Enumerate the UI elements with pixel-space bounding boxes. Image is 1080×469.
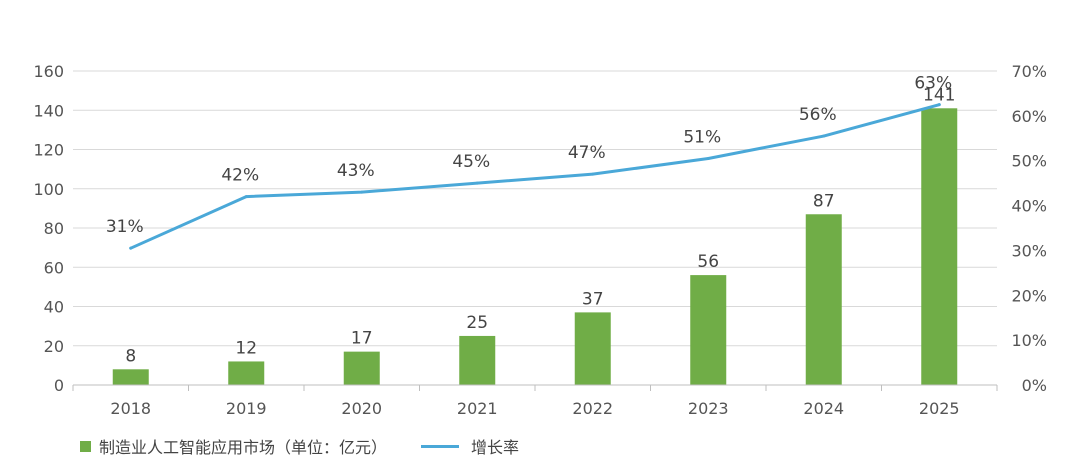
bar-value-label: 141 <box>923 85 955 105</box>
bar <box>459 335 496 385</box>
growth-rate-label: 42% <box>221 166 259 186</box>
growth-rate-point <box>706 156 710 160</box>
growth-rate-point <box>129 246 133 250</box>
label-layer: 8 12 17 25 37 56 87 141 31% 42% 43% 45% 47% 51% 56% 63% <box>106 74 956 367</box>
x-tick-label: 2020 <box>341 399 382 418</box>
growth-rate-point <box>475 181 479 185</box>
x-tick-label: 2023 <box>688 399 729 418</box>
bar <box>112 369 149 385</box>
growth-rate-line <box>129 103 941 250</box>
x-tick-label: 2021 <box>457 399 498 418</box>
bar-value-label: 37 <box>582 289 604 309</box>
bar-value-label: 25 <box>466 313 488 333</box>
bar <box>690 275 727 385</box>
legend-line-label: 增长率 <box>471 438 520 457</box>
bar-value-label: 12 <box>235 338 257 358</box>
legend-bar-label: 制造业人工智能应用市场（单位：亿元） <box>99 438 388 457</box>
y-left-tick-label: 60 <box>44 258 64 277</box>
y-right-tick-label: 60% <box>1011 107 1047 126</box>
bar-value-label: 56 <box>697 252 719 272</box>
x-tick-label: 2018 <box>110 399 151 418</box>
growth-rate-label: 43% <box>337 161 375 181</box>
x-tick-label: 2024 <box>803 399 844 418</box>
y-right-tick-label: 50% <box>1011 152 1047 171</box>
y-left-tick-label: 80 <box>44 219 64 238</box>
x-tick-label: 2019 <box>226 399 267 418</box>
y-left-tick-label: 120 <box>33 141 64 160</box>
growth-rate-label: 47% <box>568 143 606 163</box>
legend-bar-swatch <box>80 440 91 452</box>
growth-rate-point <box>360 190 364 194</box>
y-right-tick-label: 40% <box>1011 197 1047 216</box>
y-right-tick-label: 30% <box>1011 241 1047 260</box>
y-left-tick-label: 160 <box>33 62 64 81</box>
growth-rate-label: 45% <box>452 152 490 172</box>
growth-rate-label: 63% <box>914 74 952 94</box>
growth-rate-point <box>591 172 595 176</box>
axis-layer: 0 20 40 60 80 100 120 140 160 0% 10% 20% 30% 40% 50% 60… <box>33 62 1047 418</box>
bar-value-label: 8 <box>125 346 136 366</box>
y-left-tick-label: 20 <box>44 337 64 356</box>
bar-value-label: 87 <box>813 191 835 211</box>
bar <box>228 361 265 385</box>
growth-rate-point <box>244 195 248 199</box>
legend-line-swatch <box>421 444 460 448</box>
bar <box>921 108 958 385</box>
y-left-tick-label: 40 <box>44 298 64 317</box>
bar-layer <box>112 108 958 385</box>
y-right-tick-label: 20% <box>1011 286 1047 305</box>
bar <box>805 214 842 385</box>
grid-layer <box>73 70 997 347</box>
y-right-tick-label: 70% <box>1011 62 1047 81</box>
growth-rate-point <box>937 103 941 107</box>
legend: 制造业人工智能应用市场（单位：亿元） 增长率 <box>80 434 519 458</box>
x-tick-label: 2025 <box>919 399 960 418</box>
y-left-tick-label: 140 <box>33 101 64 120</box>
growth-rate-point <box>822 134 826 138</box>
bar-value-label: 17 <box>351 329 373 349</box>
y-left-tick-label: 0 <box>54 376 64 395</box>
growth-rate-label: 31% <box>106 217 144 237</box>
growth-rate-label: 51% <box>683 127 721 147</box>
bar <box>343 351 380 385</box>
x-tick-label: 2022 <box>572 399 613 418</box>
y-right-tick-label: 0% <box>1022 376 1047 395</box>
growth-rate-label: 56% <box>799 105 837 125</box>
y-left-tick-label: 100 <box>33 180 64 199</box>
line-layer <box>129 103 941 250</box>
y-right-tick-label: 10% <box>1011 331 1047 350</box>
bar <box>574 312 611 385</box>
